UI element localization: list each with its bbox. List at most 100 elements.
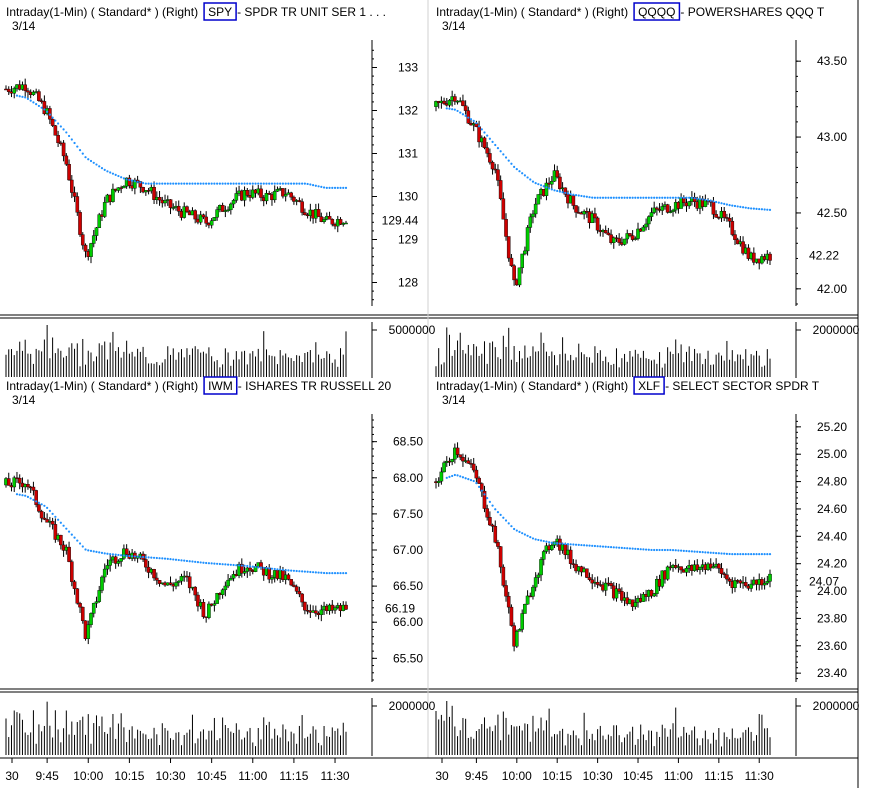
candle-body xyxy=(272,191,277,201)
ma-dot xyxy=(566,192,570,195)
ma-dot xyxy=(558,542,562,545)
ma-dot xyxy=(226,182,230,185)
candle-body xyxy=(665,204,670,213)
ma-dot xyxy=(254,565,257,569)
ma-dot xyxy=(331,572,334,575)
candle-body xyxy=(477,477,481,484)
ma-dot xyxy=(62,128,65,131)
ma-dot xyxy=(661,548,664,552)
ma-dot xyxy=(469,118,473,121)
ma-dot xyxy=(298,570,301,573)
candle-body xyxy=(714,214,718,218)
candle-body xyxy=(220,589,225,595)
ma-dot xyxy=(117,174,120,178)
ma-dot xyxy=(583,544,586,547)
ma-dot xyxy=(674,549,677,552)
ma-dot xyxy=(92,161,95,164)
candle-body xyxy=(719,568,724,574)
ma-dot xyxy=(539,184,543,187)
candle-body xyxy=(83,244,88,252)
ma-dot xyxy=(114,553,117,556)
ma-dot xyxy=(287,182,290,185)
ma-dot xyxy=(518,530,521,533)
ma-dot xyxy=(604,196,607,199)
ma-dot xyxy=(728,203,731,207)
time-tick-label: 11:15 xyxy=(279,769,308,783)
moving-average-iwm xyxy=(15,493,348,575)
ma-dot xyxy=(461,113,465,116)
ma-dot xyxy=(515,168,518,171)
ma-dot xyxy=(556,542,559,545)
ma-dot xyxy=(207,562,211,565)
candle-body xyxy=(100,576,104,591)
time-tick-label: 10:30 xyxy=(583,769,613,783)
candle-body xyxy=(611,237,616,243)
price-tick-label: 43.50 xyxy=(817,54,847,68)
ma-dot xyxy=(445,107,448,110)
ma-dot xyxy=(609,546,613,549)
ma-dot xyxy=(331,186,334,189)
ma-dot xyxy=(194,560,197,563)
candle-body xyxy=(42,101,47,115)
ma-dot xyxy=(741,553,745,556)
ma-dot xyxy=(461,476,465,479)
candle-body xyxy=(541,551,546,560)
ma-dot xyxy=(161,182,164,185)
ma-dot xyxy=(78,149,82,152)
candle-body xyxy=(53,524,58,540)
candle-body xyxy=(509,257,514,266)
ma-dot xyxy=(232,563,235,567)
ma-dot xyxy=(671,196,675,199)
ma-dot xyxy=(46,506,49,509)
ma-dot xyxy=(731,204,734,207)
ma-dot xyxy=(95,550,98,553)
candle-body xyxy=(56,135,60,144)
candle-body xyxy=(50,118,55,126)
candle-body xyxy=(482,137,487,148)
ma-dot xyxy=(569,543,572,546)
candle-body xyxy=(496,169,500,181)
candle-body xyxy=(286,574,291,580)
ma-dot xyxy=(529,536,532,539)
ma-dot xyxy=(155,556,158,560)
ma-dot xyxy=(125,554,128,557)
candle-body xyxy=(625,233,630,240)
ma-dot xyxy=(303,570,306,573)
candle-body xyxy=(220,205,225,212)
ma-dot xyxy=(593,544,597,548)
candle-body xyxy=(585,568,589,578)
ma-dot xyxy=(67,134,71,138)
ma-dot xyxy=(604,545,607,548)
time-tick-label: 30 xyxy=(5,769,19,783)
candle-body xyxy=(319,609,324,616)
candle-body xyxy=(31,91,36,95)
ma-dot xyxy=(251,182,254,185)
chart-date: 3/14 xyxy=(12,19,36,33)
ma-dot xyxy=(564,191,567,194)
ma-dot xyxy=(133,180,136,183)
ma-dot xyxy=(760,208,764,211)
candle-body xyxy=(144,559,148,568)
ma-dot xyxy=(268,182,271,185)
ma-dot xyxy=(158,182,161,185)
ma-dot xyxy=(309,183,312,186)
ma-dot xyxy=(763,553,766,556)
ma-dot xyxy=(669,548,672,552)
ma-dot xyxy=(133,555,136,558)
candle-body xyxy=(242,571,247,574)
ma-dot xyxy=(706,199,710,202)
ma-dot xyxy=(183,559,186,562)
candle-body xyxy=(124,548,129,555)
ma-dot xyxy=(534,538,537,541)
candle-body xyxy=(209,220,214,226)
candle-body xyxy=(105,565,110,570)
ma-dot xyxy=(663,548,667,552)
ma-dot xyxy=(475,122,478,125)
candle-body xyxy=(665,566,670,580)
ma-dot xyxy=(768,553,772,556)
candle-body xyxy=(442,100,446,104)
ma-dot xyxy=(254,182,257,185)
ma-dot xyxy=(188,182,191,185)
price-tick-label: 23.80 xyxy=(817,611,847,625)
